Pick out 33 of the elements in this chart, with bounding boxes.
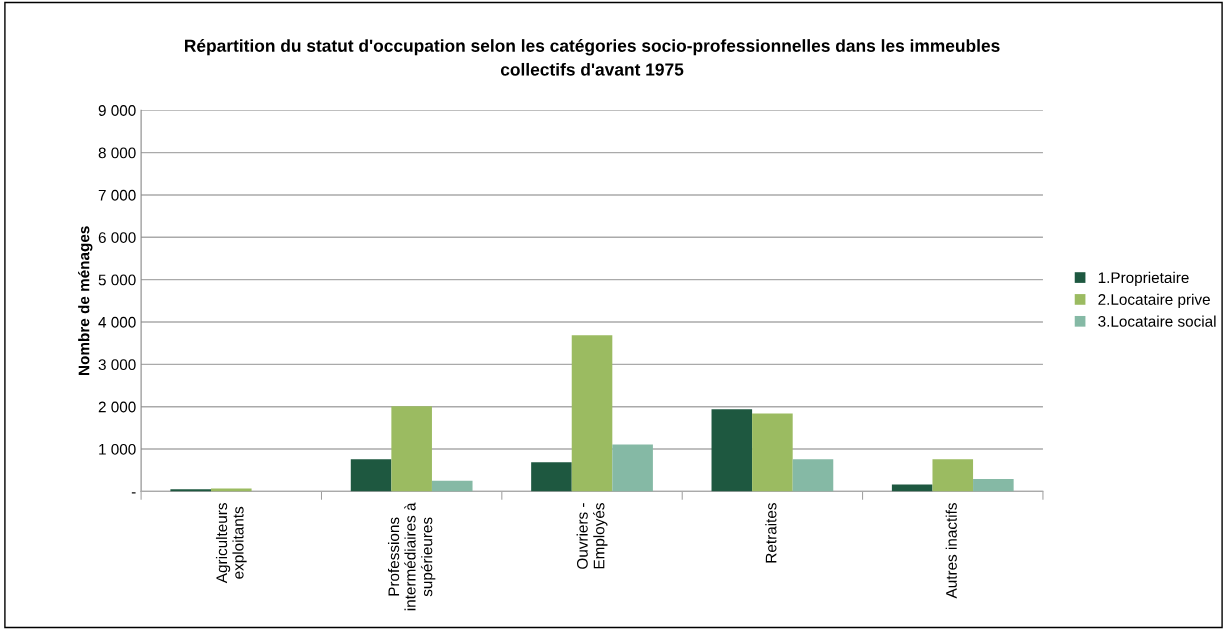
bar	[211, 488, 252, 492]
bar	[531, 462, 572, 492]
y-tick-label: 6 000	[98, 232, 136, 243]
y-tick-label: 8 000	[98, 147, 136, 159]
x-tick-label: Ouvriers - Employés	[576, 503, 608, 569]
y-axis-title: Nombre de ménages	[78, 226, 93, 375]
y-tick-label: 2 000	[98, 401, 136, 413]
y-tick-label: 5 000	[98, 274, 136, 286]
bar	[752, 413, 793, 492]
x-tick-label: Professions intermédiaires à supérieures	[387, 502, 436, 611]
x-tick-label: Autres inactifs	[945, 503, 957, 599]
bar	[571, 335, 613, 492]
bar	[170, 489, 211, 492]
y-tick-label: 3 000	[98, 359, 136, 371]
x-tick-label: Agriculteurs exploitants	[215, 503, 247, 584]
bar	[431, 480, 473, 492]
legend-label: 3.Locataire social	[1098, 315, 1216, 327]
legend-label: 2.Locataire prive	[1098, 293, 1210, 308]
y-tick-label: 7 000	[98, 189, 136, 201]
bar	[711, 409, 753, 492]
legend-label: 1.Proprietaire	[1098, 271, 1189, 287]
x-tick-label: Retraites	[765, 503, 777, 563]
chart-title: Répartition du statut d'occupation selon les catégories socio-professionnelles dans les immeubles collectifs d'avant 1975	[185, 38, 1000, 76]
bar	[350, 459, 392, 492]
bar	[932, 459, 974, 492]
bar	[612, 444, 653, 492]
y-tick-label: 4 000	[98, 316, 136, 328]
bar	[391, 406, 432, 492]
bar	[792, 459, 834, 492]
y-tick-label: -	[131, 492, 136, 494]
y-tick-label: 9 000	[98, 105, 136, 116]
y-tick-label: 1 000	[99, 443, 136, 455]
bar	[973, 479, 1014, 492]
